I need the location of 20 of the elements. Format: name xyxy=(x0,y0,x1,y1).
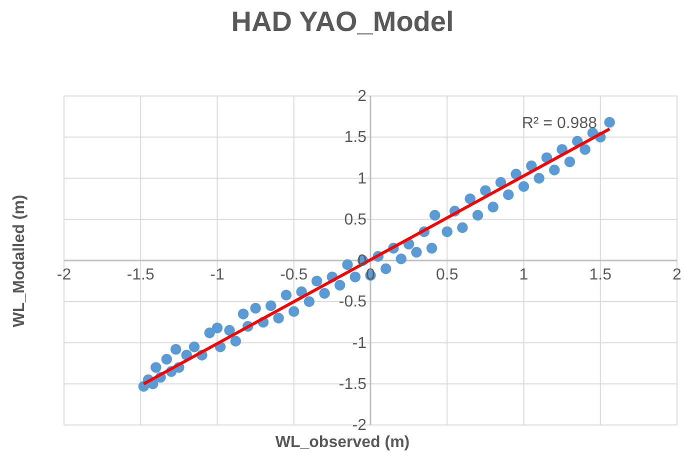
y-tick-label: -2 xyxy=(352,417,367,434)
x-tick-label: 1.5 xyxy=(589,266,612,284)
x-tick-label: 0.5 xyxy=(436,266,458,284)
chart-title: HAD YAO_Model xyxy=(230,6,455,38)
y-tick-label: -1 xyxy=(352,334,367,352)
y-axis-title: WL_Modalled (m) xyxy=(11,194,29,327)
x-tick-label: 2 xyxy=(672,266,682,284)
x-tick-label: 1 xyxy=(519,266,528,284)
y-tick-label: 1.5 xyxy=(344,129,367,146)
y-tick-label: 2 xyxy=(358,88,367,105)
annotation: R² = 0.988 xyxy=(522,115,597,133)
x-tick-label: -2 xyxy=(56,266,72,284)
y-tick-label: 0.5 xyxy=(344,211,367,228)
x-tick-label: -0.5 xyxy=(280,266,308,284)
y-tick-label: -1.5 xyxy=(338,376,367,393)
x-tick-label: -1 xyxy=(210,266,224,284)
y-tick-label: 1 xyxy=(358,170,367,188)
y-tick-label: -0.5 xyxy=(338,294,367,311)
x-axis-title: WL_observed (m) xyxy=(274,434,411,452)
x-tick-label: -1.5 xyxy=(126,266,155,284)
